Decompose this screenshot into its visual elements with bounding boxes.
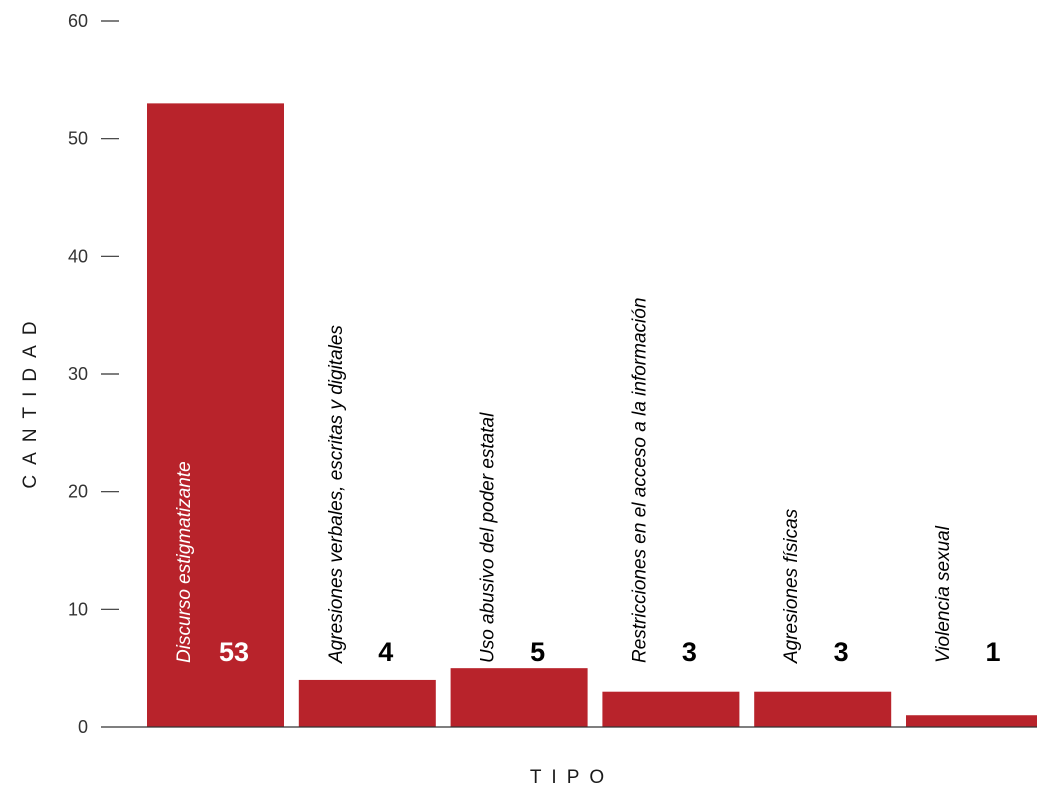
y-tick-label: 60 bbox=[68, 11, 88, 31]
value-label: 3 bbox=[834, 637, 849, 667]
y-tick-label: 30 bbox=[68, 364, 88, 384]
bar bbox=[754, 691, 892, 727]
category-label: Violencia sexual bbox=[933, 525, 954, 663]
bar bbox=[906, 715, 1037, 727]
value-label: 4 bbox=[378, 637, 393, 667]
y-tick-label: 10 bbox=[68, 599, 88, 619]
category-label: Uso abusivo del poder estatal bbox=[478, 412, 499, 663]
y-tick-label: 40 bbox=[68, 246, 88, 266]
bar bbox=[602, 691, 740, 727]
bars bbox=[147, 103, 1037, 727]
category-label: Restricciones en el acceso a la informac… bbox=[629, 298, 650, 663]
y-axis-title: CANTIDAD bbox=[20, 311, 41, 488]
y-tick-label: 20 bbox=[68, 482, 88, 502]
bar-labels: Discurso estigmatizante 53 Agresiones verb… bbox=[174, 298, 1001, 667]
bar bbox=[147, 103, 284, 727]
value-label: 1 bbox=[985, 637, 1000, 667]
value-label: 3 bbox=[682, 637, 697, 667]
value-label: 53 bbox=[219, 637, 249, 667]
x-axis-title: TIPO bbox=[530, 767, 614, 785]
bar bbox=[450, 668, 588, 727]
y-tick-label: 0 bbox=[78, 717, 88, 737]
category-label: Agresiones físicas bbox=[781, 508, 802, 664]
category-label: Discurso estigmatizante bbox=[174, 461, 195, 663]
bar bbox=[298, 679, 436, 727]
category-label: Agresiones verbales, escritas y digitale… bbox=[326, 325, 347, 664]
value-label: 5 bbox=[530, 637, 545, 667]
y-axis: 0 10 20 30 40 50 60 bbox=[68, 11, 119, 737]
y-tick-label: 50 bbox=[68, 129, 88, 149]
